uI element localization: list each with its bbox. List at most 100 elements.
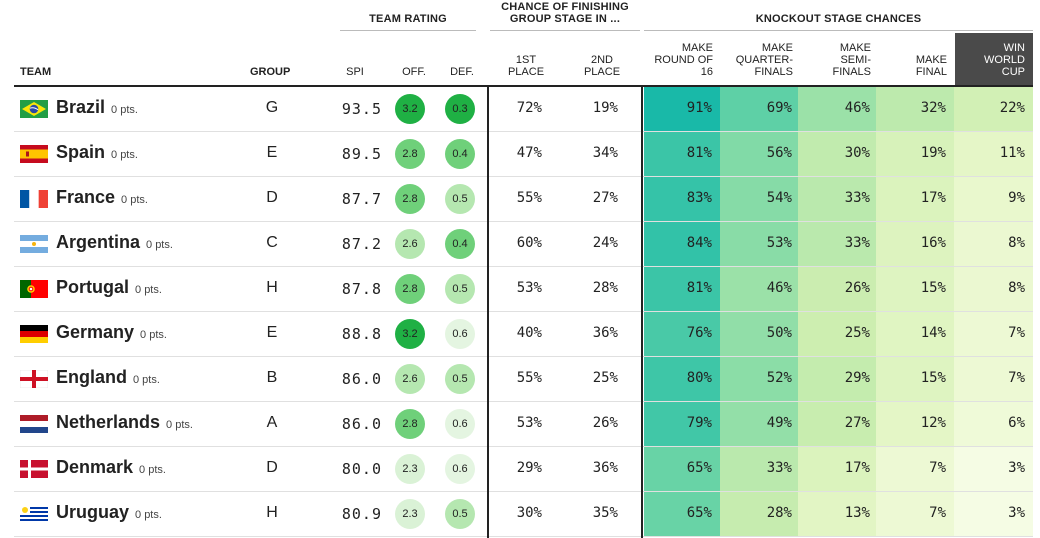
- second-line1: 2ND: [590, 54, 613, 66]
- group-value: D: [266, 189, 278, 206]
- final-value: 12%: [920, 415, 946, 431]
- def-rating-bubble: 0.5: [445, 499, 475, 529]
- spi-value: 89.5: [341, 145, 382, 163]
- qf-line2: QUARTER-: [735, 54, 793, 66]
- heat-cell-r16: [644, 312, 720, 357]
- heat-cell-r16: [644, 267, 720, 312]
- table-row[interactable]: France 0 pts. D 87.7 2.8 0.5 55% 27% 83% 54% 33% 17…: [14, 177, 1033, 222]
- qf-value: 49%: [766, 415, 792, 431]
- germany-flag-icon: [20, 325, 48, 343]
- heat-cell-qf: [720, 132, 798, 177]
- heat-cell-qf: [720, 357, 798, 402]
- spi-value: 87.2: [341, 235, 382, 253]
- col-header-team[interactable]: TEAM: [20, 66, 52, 78]
- sf-value: 33%: [844, 190, 870, 206]
- col-header-win[interactable]: WIN WORLD CUP: [955, 33, 1033, 85]
- second-place-value: 36%: [592, 325, 618, 341]
- col-header-first-place[interactable]: 1ST PLACE: [496, 54, 556, 78]
- heat-cell-qf: [720, 222, 798, 267]
- team-name-text: Portugal: [56, 277, 130, 297]
- team-points: 0 pts.: [135, 509, 162, 521]
- table-row[interactable]: Argentina 0 pts. C 87.2 2.6 0.4 60% 24% 84% 53% 33…: [14, 222, 1033, 267]
- first-place-value: 55%: [516, 190, 542, 206]
- sf-line1: MAKE: [839, 42, 871, 54]
- heat-cell-win: [954, 492, 1033, 537]
- qf-value: 50%: [766, 325, 792, 341]
- qf-value: 56%: [766, 145, 792, 161]
- col-header-qf[interactable]: MAKE QUARTER- FINALS: [722, 42, 793, 78]
- win-line3: CUP: [1001, 66, 1025, 78]
- r16-value: 81%: [686, 145, 712, 161]
- team-points: 0 pts.: [111, 149, 138, 161]
- first-place-value: 53%: [516, 415, 542, 431]
- col-header-def[interactable]: DEF.: [450, 66, 474, 78]
- heat-cell-sf: [798, 177, 876, 222]
- row-divider: [14, 131, 1033, 132]
- table-row[interactable]: Netherlands 0 pts. A 86.0 2.8 0.6 53% 26% 79% 49%…: [14, 402, 1033, 447]
- brazil-flag-icon: [20, 100, 48, 118]
- sf-value: 13%: [844, 505, 870, 521]
- table-row[interactable]: Portugal 0 pts. H 87.8 2.8 0.5 53% 28% 81% 46% 26%…: [14, 267, 1033, 312]
- col-header-r16[interactable]: MAKE ROUND OF 16: [646, 42, 713, 78]
- col-header-group[interactable]: GROUP: [250, 66, 291, 78]
- final-value: 32%: [920, 100, 946, 116]
- heat-cell-qf: [720, 492, 798, 537]
- col-header-off[interactable]: OFF.: [402, 66, 426, 78]
- heat-cell-sf: [798, 447, 876, 492]
- team-name: Denmark 0 pts.: [56, 457, 166, 478]
- col-header-sf[interactable]: MAKE SEMI- FINALS: [800, 42, 871, 78]
- heat-cell-r16: [644, 222, 720, 267]
- col-header-spi[interactable]: SPI: [346, 66, 364, 78]
- row-divider: [14, 401, 1033, 402]
- spain-flag-icon: [20, 145, 48, 163]
- off-rating-bubble: 2.8: [395, 409, 425, 439]
- r16-value: 76%: [686, 325, 712, 341]
- win-line2: WORLD: [984, 54, 1025, 66]
- team-name: Uruguay 0 pts.: [56, 502, 162, 523]
- team-points: 0 pts.: [121, 194, 148, 206]
- table-row[interactable]: Brazil 0 pts. G 93.5 3.2 0.3 72% 19% 91% 69% 46% 32…: [14, 87, 1033, 132]
- table-row[interactable]: Uruguay 0 pts. H 80.9 2.3 0.5 30% 35% 65% 28% 13% 7…: [14, 492, 1033, 537]
- win-value: 8%: [1008, 235, 1025, 251]
- team-name: France 0 pts.: [56, 187, 148, 208]
- heat-cell-qf: [720, 447, 798, 492]
- sf-value: 17%: [844, 460, 870, 476]
- team-name-text: England: [56, 367, 127, 387]
- sf-line3: FINALS: [832, 66, 871, 78]
- col-header-second-place[interactable]: 2ND PLACE: [572, 54, 632, 78]
- table-row[interactable]: Germany 0 pts. E 88.8 3.2 0.6 40% 36% 76% 50% 25% 1…: [14, 312, 1033, 357]
- separator-rating: [487, 87, 489, 538]
- group-value: A: [266, 414, 278, 431]
- def-rating-bubble: 0.4: [445, 139, 475, 169]
- final-value: 16%: [920, 235, 946, 251]
- table-row[interactable]: Spain 0 pts. E 89.5 2.8 0.4 47% 34% 81% 56% 30% 19%…: [14, 132, 1033, 177]
- col-header-final[interactable]: MAKE FINAL: [878, 54, 947, 78]
- heat-cell-final: [876, 87, 954, 132]
- team-name-text: Netherlands: [56, 412, 161, 432]
- row-divider: [14, 176, 1033, 177]
- team-points: 0 pts.: [140, 329, 167, 341]
- r16-value: 65%: [686, 505, 712, 521]
- heat-cell-sf: [798, 312, 876, 357]
- sf-value: 29%: [844, 370, 870, 386]
- table-row[interactable]: Denmark 0 pts. D 80.0 2.3 0.6 29% 36% 65% 33% 17% 7…: [14, 447, 1033, 492]
- second-place-value: 36%: [592, 460, 618, 476]
- spi-value: 86.0: [341, 415, 382, 433]
- england-flag-icon: [20, 370, 48, 388]
- def-rating-bubble: 0.3: [445, 94, 475, 124]
- r16-value: 84%: [686, 235, 712, 251]
- second-place-value: 27%: [592, 190, 618, 206]
- team-name: Spain 0 pts.: [56, 142, 138, 163]
- table-row[interactable]: England 0 pts. B 86.0 2.6 0.5 55% 25% 80% 52% 29% 1…: [14, 357, 1033, 402]
- heat-cell-win: [954, 132, 1033, 177]
- heat-cell-r16: [644, 357, 720, 402]
- final-value: 14%: [920, 325, 946, 341]
- chance-finishing-underline: [490, 30, 640, 31]
- win-value: 7%: [1008, 370, 1025, 386]
- heat-cell-r16: [644, 447, 720, 492]
- first-place-value: 60%: [516, 235, 542, 251]
- spi-value: 87.7: [341, 190, 382, 208]
- first-place-value: 55%: [516, 370, 542, 386]
- knockout-group-header: KNOCKOUT STAGE CHANCES: [755, 13, 922, 25]
- second-place-value: 24%: [592, 235, 618, 251]
